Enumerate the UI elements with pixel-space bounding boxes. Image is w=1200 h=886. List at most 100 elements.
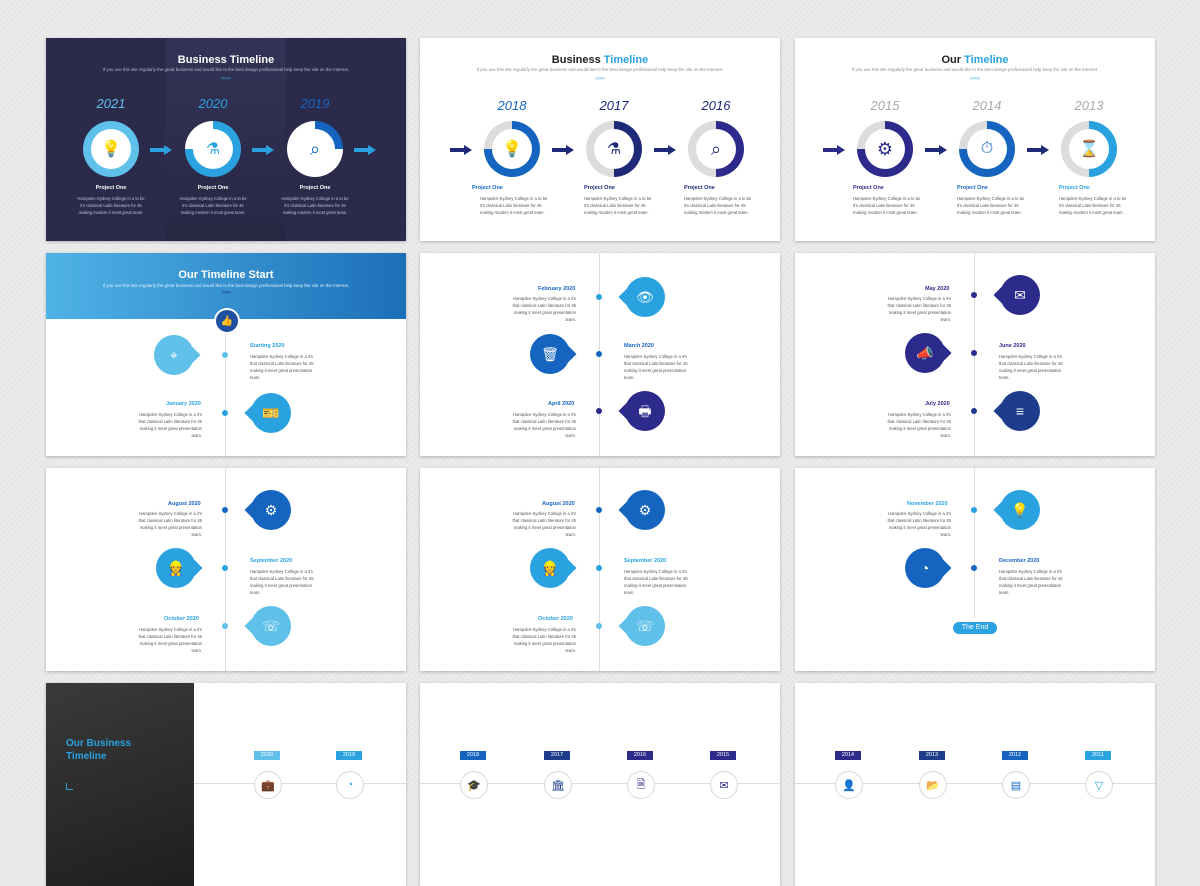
slide-timeline-feb-apr[interactable]: 👁 February 2020 Hampden-Sydney College i… bbox=[420, 253, 780, 456]
support-icon: ☏ bbox=[618, 606, 665, 646]
the-end-badge: The End bbox=[953, 622, 997, 634]
slide-subtitle: If you use this site regularly the great… bbox=[851, 67, 1099, 72]
milestone-desc: Hampden-Sydney College in a it's that cl… bbox=[887, 296, 951, 322]
slide-years-2018-2015[interactable]: 2018 2017 2016 2015 🎓 🏛 🗎 ✉ bbox=[420, 683, 780, 886]
project-desc: Hampden-Sydney College in a to be it's c… bbox=[179, 196, 247, 215]
year-badge: 2019 bbox=[336, 751, 362, 760]
timeline-dot bbox=[222, 352, 228, 358]
year-badge: 2015 bbox=[710, 751, 736, 760]
funnel-icon: ▽ bbox=[1085, 771, 1113, 799]
slide-title: Business Timeline bbox=[551, 54, 649, 66]
year-label: 2016 bbox=[701, 98, 731, 113]
progress-ring: ⌕ bbox=[688, 121, 744, 177]
progress-ring: ⏱ bbox=[959, 121, 1015, 177]
year-badge: 2020 bbox=[254, 751, 280, 760]
milestone-title: October 2020 bbox=[538, 616, 573, 622]
milestone-title: September 2020 bbox=[624, 558, 667, 564]
slide-years-2014-2011[interactable]: 2014 2013 2012 2011 👤 📂 ▤ ▽ bbox=[795, 683, 1155, 886]
slide-business-timeline[interactable]: Business Timeline If you use this site r… bbox=[420, 38, 780, 241]
flask-icon: ⚗ bbox=[193, 129, 233, 169]
milestone-desc: Hampden-Sydney College in a it's that cl… bbox=[138, 627, 202, 653]
timeline-dot bbox=[971, 350, 977, 356]
milestone-desc: Hampden-Sydney College in a it's that cl… bbox=[512, 296, 576, 322]
arrow-icon bbox=[823, 145, 845, 155]
milestone-desc: Hampden-Sydney College in a it's that cl… bbox=[512, 412, 576, 438]
slide-our-timeline[interactable]: Our Timeline If you use this site regula… bbox=[795, 38, 1155, 241]
milestone-desc: Hampden-Sydney College in a it's that cl… bbox=[624, 569, 688, 595]
user-icon: 👤 bbox=[835, 771, 863, 799]
project-title: Project One bbox=[299, 185, 331, 191]
timeline-dot bbox=[596, 294, 602, 300]
arrow-icon bbox=[1027, 145, 1049, 155]
year-label: 2018 bbox=[497, 98, 527, 113]
milestone-desc: Hampden-Sydney College in a it's that cl… bbox=[512, 627, 576, 653]
slide-title: Business Timeline bbox=[177, 54, 275, 66]
milestone-desc: Hampden-Sydney College in a it's that cl… bbox=[887, 511, 951, 537]
year-label: 2015 bbox=[870, 98, 900, 113]
timeline-dot bbox=[222, 507, 228, 513]
slide-our-timeline-start[interactable]: Our Timeline Start If you use this site … bbox=[46, 253, 406, 456]
arrow-icon bbox=[654, 145, 676, 155]
milestone-title: February 2020 bbox=[538, 286, 576, 292]
timeline-dot bbox=[222, 565, 228, 571]
worker-icon: 👷 bbox=[530, 548, 577, 588]
milestone-title: August 2020 bbox=[168, 501, 201, 507]
milestone-desc: Hampden-Sydney College in a it's that cl… bbox=[999, 569, 1063, 595]
timeline-dot bbox=[971, 507, 977, 513]
year-badge: 2012 bbox=[1002, 751, 1028, 760]
timeline-line bbox=[974, 468, 975, 618]
search-icon: ⌕ bbox=[696, 129, 736, 169]
lightbulb-icon: 💡 bbox=[492, 129, 532, 169]
slide-timeline-may-jul[interactable]: ✉ May 2020 Hampden-Sydney College in a i… bbox=[795, 253, 1155, 456]
slide-timeline-nov-dec[interactable]: 💡 November 2020 Hampden-Sydney College i… bbox=[795, 468, 1155, 671]
slide-business-timeline-dark[interactable]: Business Timeline If you use this site r… bbox=[46, 38, 406, 241]
progress-ring: ⚗ bbox=[185, 121, 241, 177]
timeline-line bbox=[225, 319, 226, 456]
arrow-icon bbox=[150, 145, 172, 155]
milestone-title: May 2020 bbox=[925, 286, 950, 292]
project-desc: Hampden-Sydney College in a to be it's c… bbox=[1059, 196, 1127, 215]
progress-ring: 💡 bbox=[83, 121, 139, 177]
milestone-desc: Hampden-Sydney College in a it's that cl… bbox=[250, 569, 314, 595]
timeline-line bbox=[795, 783, 1155, 784]
slide-timeline-aug-oct[interactable]: ⚙ August 2020 Hampden-Sydney College in … bbox=[46, 468, 406, 671]
timeline-dot bbox=[596, 565, 602, 571]
chevrons: ››››› bbox=[970, 76, 980, 82]
slide-our-business-timeline[interactable]: Our Business Timeline 2020 2019 💼 ◔ bbox=[46, 683, 406, 886]
slide-title: Our Business Timeline bbox=[66, 738, 132, 762]
year-badge: 2017 bbox=[544, 751, 570, 760]
milestone-desc: Hampden-Sydney College in a it's that cl… bbox=[512, 511, 576, 537]
progress-ring: ⚗ bbox=[586, 121, 642, 177]
milestone-title: October 2020 bbox=[164, 616, 199, 622]
slide-timeline-aug-oct-alt[interactable]: ⚙ August 2020 Hampden-Sydney College in … bbox=[420, 468, 780, 671]
lightbulb-icon: 💡 bbox=[91, 129, 131, 169]
milestone-desc: Hampden-Sydney College in a it's that cl… bbox=[999, 354, 1063, 380]
pie-chart-icon: ◔ bbox=[336, 771, 364, 799]
milestone-title: September 2020 bbox=[250, 558, 293, 564]
project-title: Project One bbox=[197, 185, 229, 191]
slide-title: Our Timeline bbox=[941, 54, 1009, 66]
bank-icon: 🏛 bbox=[544, 771, 572, 799]
milestone-title: August 2020 bbox=[542, 501, 575, 507]
year-badge: 2014 bbox=[835, 751, 861, 760]
support-icon: ☏ bbox=[244, 606, 291, 646]
timeline-dot bbox=[596, 507, 602, 513]
progress-ring: ⌕ bbox=[287, 121, 343, 177]
year-label: 2019 bbox=[300, 96, 330, 111]
mail-icon: ✉ bbox=[710, 771, 738, 799]
chevrons: ››››› bbox=[595, 76, 605, 82]
timeline-dot bbox=[222, 410, 228, 416]
project-title: Project One bbox=[684, 185, 715, 191]
year-label: 2014 bbox=[972, 98, 1002, 113]
project-title: Project One bbox=[472, 185, 503, 191]
project-desc: Hampden-Sydney College in a to be it's c… bbox=[480, 196, 548, 215]
timeline-line bbox=[194, 783, 406, 784]
timeline-dot bbox=[596, 408, 602, 414]
arrow-icon bbox=[925, 145, 947, 155]
arrow-icon bbox=[354, 145, 376, 155]
milestone-desc: Hampden-Sydney College in a it's that cl… bbox=[624, 354, 688, 380]
project-title: Project One bbox=[957, 185, 988, 191]
year-label: 2021 bbox=[96, 96, 126, 111]
milestone-title: July 2020 bbox=[925, 401, 950, 407]
slide-title: Our Timeline Start bbox=[178, 269, 274, 281]
